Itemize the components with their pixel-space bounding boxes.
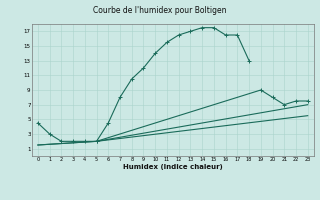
X-axis label: Humidex (Indice chaleur): Humidex (Indice chaleur) — [123, 164, 223, 170]
Text: Courbe de l'humidex pour Boltigen: Courbe de l'humidex pour Boltigen — [93, 6, 227, 15]
